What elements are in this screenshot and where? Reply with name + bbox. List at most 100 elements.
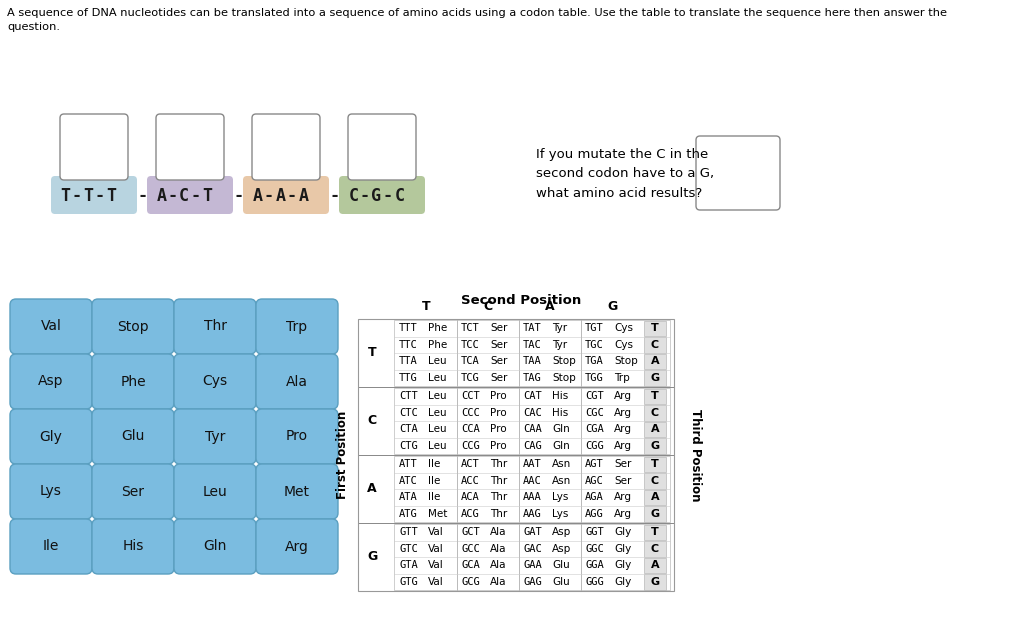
Text: T: T bbox=[60, 187, 71, 205]
FancyBboxPatch shape bbox=[147, 176, 233, 214]
FancyBboxPatch shape bbox=[10, 464, 92, 519]
Text: TGC: TGC bbox=[585, 340, 604, 350]
Text: Ser: Ser bbox=[490, 324, 507, 333]
Bar bbox=[644, 354, 666, 369]
FancyBboxPatch shape bbox=[174, 299, 256, 354]
Text: -: - bbox=[190, 187, 201, 205]
FancyBboxPatch shape bbox=[256, 409, 338, 464]
Text: Ile: Ile bbox=[428, 476, 440, 486]
FancyBboxPatch shape bbox=[92, 299, 174, 354]
Text: -: - bbox=[95, 187, 104, 205]
Text: Val: Val bbox=[428, 577, 443, 587]
Text: ATC: ATC bbox=[399, 476, 418, 486]
Text: GCC: GCC bbox=[461, 544, 480, 554]
Text: CAG: CAG bbox=[523, 441, 542, 451]
FancyBboxPatch shape bbox=[339, 176, 425, 214]
Text: GAG: GAG bbox=[523, 577, 542, 587]
Text: Ser: Ser bbox=[614, 476, 632, 486]
Bar bbox=[644, 389, 666, 404]
Text: TTT: TTT bbox=[399, 324, 418, 333]
Text: Second Position: Second Position bbox=[461, 294, 582, 307]
Text: TTG: TTG bbox=[399, 372, 418, 382]
Text: C: C bbox=[394, 187, 404, 205]
Text: ACA: ACA bbox=[461, 492, 480, 502]
Text: GGT: GGT bbox=[585, 527, 604, 537]
Text: AGG: AGG bbox=[585, 508, 604, 519]
Text: Ser: Ser bbox=[490, 340, 507, 350]
Bar bbox=[394, 320, 670, 386]
FancyBboxPatch shape bbox=[174, 464, 256, 519]
Bar bbox=[644, 456, 666, 472]
FancyBboxPatch shape bbox=[256, 464, 338, 519]
Text: Val: Val bbox=[428, 527, 443, 537]
Text: T: T bbox=[203, 187, 212, 205]
Text: GCA: GCA bbox=[461, 561, 480, 570]
Text: Pro: Pro bbox=[286, 429, 308, 443]
Text: Asp: Asp bbox=[552, 527, 571, 537]
Text: Pro: Pro bbox=[490, 408, 507, 418]
Text: Gly: Gly bbox=[614, 544, 631, 554]
FancyBboxPatch shape bbox=[92, 519, 174, 574]
Text: Arg: Arg bbox=[614, 492, 632, 502]
Text: Gly: Gly bbox=[614, 577, 631, 587]
Text: Met: Met bbox=[284, 485, 310, 498]
Text: CCG: CCG bbox=[461, 441, 480, 451]
Text: AGA: AGA bbox=[585, 492, 604, 502]
Text: His: His bbox=[552, 391, 568, 401]
Text: Gly: Gly bbox=[614, 561, 631, 570]
Text: C: C bbox=[368, 414, 377, 428]
Text: -: - bbox=[72, 187, 82, 205]
Text: -: - bbox=[383, 187, 393, 205]
Text: Asp: Asp bbox=[38, 374, 63, 389]
Text: Ile: Ile bbox=[43, 539, 59, 554]
Text: First Position: First Position bbox=[336, 411, 348, 499]
Text: A: A bbox=[368, 483, 377, 495]
Text: Leu: Leu bbox=[428, 441, 446, 451]
FancyBboxPatch shape bbox=[174, 354, 256, 409]
Text: A: A bbox=[650, 356, 659, 366]
Text: C: C bbox=[651, 544, 659, 554]
Text: GTT: GTT bbox=[399, 527, 418, 537]
Text: TGA: TGA bbox=[585, 356, 604, 366]
Bar bbox=[644, 421, 666, 437]
Text: Arg: Arg bbox=[614, 441, 632, 451]
Text: Gln: Gln bbox=[204, 539, 226, 554]
Text: GGA: GGA bbox=[585, 561, 604, 570]
Bar bbox=[358, 319, 674, 591]
Text: ATA: ATA bbox=[399, 492, 418, 502]
Text: Ile: Ile bbox=[428, 459, 440, 469]
Text: AAA: AAA bbox=[523, 492, 542, 502]
Text: Thr: Thr bbox=[490, 508, 507, 519]
Text: Leu: Leu bbox=[428, 408, 446, 418]
FancyBboxPatch shape bbox=[174, 519, 256, 574]
Text: ACC: ACC bbox=[461, 476, 480, 486]
Text: Met: Met bbox=[428, 508, 447, 519]
Text: Phe: Phe bbox=[428, 340, 447, 350]
Text: Phe: Phe bbox=[428, 324, 447, 333]
Text: T: T bbox=[422, 300, 430, 312]
Text: G: G bbox=[367, 551, 377, 564]
Text: CGT: CGT bbox=[585, 391, 604, 401]
Text: GAT: GAT bbox=[523, 527, 542, 537]
Text: Gln: Gln bbox=[552, 424, 569, 435]
Text: CAA: CAA bbox=[523, 424, 542, 435]
Text: Asn: Asn bbox=[552, 459, 571, 469]
Text: Ile: Ile bbox=[428, 492, 440, 502]
Bar bbox=[644, 438, 666, 453]
Bar bbox=[644, 473, 666, 488]
Text: C: C bbox=[483, 300, 493, 312]
Text: Stop: Stop bbox=[552, 356, 575, 366]
Text: ATT: ATT bbox=[399, 459, 418, 469]
Text: Thr: Thr bbox=[490, 492, 507, 502]
Text: A: A bbox=[298, 187, 308, 205]
FancyBboxPatch shape bbox=[60, 114, 128, 180]
Text: -: - bbox=[264, 187, 273, 205]
Text: CGA: CGA bbox=[585, 424, 604, 435]
Bar bbox=[644, 506, 666, 522]
Text: Pro: Pro bbox=[490, 441, 507, 451]
Bar bbox=[644, 320, 666, 336]
Text: Lys: Lys bbox=[40, 485, 61, 498]
Bar bbox=[644, 370, 666, 386]
Text: TAA: TAA bbox=[523, 356, 542, 366]
Text: Arg: Arg bbox=[614, 408, 632, 418]
